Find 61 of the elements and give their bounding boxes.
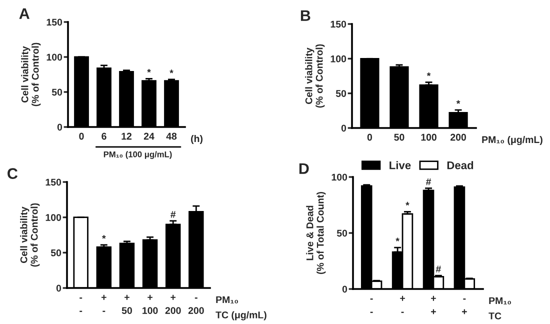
y-tick-label: 150	[46, 18, 62, 26]
x-tick-label: 50	[394, 134, 404, 141]
data-label: #	[426, 178, 432, 186]
x-tick-label: + 50	[122, 294, 132, 314]
y-tick-label: 50	[50, 249, 62, 256]
text: TC	[488, 312, 502, 320]
y-tick-label: 100	[46, 214, 62, 221]
data-label: *	[426, 72, 431, 76]
x-tick-label: + 100	[142, 294, 158, 314]
data-label: *	[396, 238, 400, 242]
y-tick-label: 0	[57, 124, 62, 131]
y-tick-label: 50	[336, 90, 346, 97]
text: PM₁₀ (100 μg/mL)	[104, 151, 172, 159]
x-tick-label: 100	[421, 134, 436, 141]
data-label: *	[406, 202, 410, 206]
x-tick-label: + 200	[165, 294, 181, 314]
y-axis-title: Live & Dead (% of Total Count)	[306, 192, 326, 274]
x-tick-label: 200	[450, 134, 466, 141]
y-tick-label: 100	[332, 174, 348, 181]
category-label: - -	[80, 298, 82, 312]
y-tick-label: 150	[46, 178, 62, 186]
text: PM₁₀	[489, 297, 511, 304]
x-tick-label: 24	[144, 132, 154, 140]
text: (h)	[191, 134, 202, 144]
y-tick-label: 0	[341, 124, 346, 132]
y-tick-label: 100	[330, 55, 346, 62]
chart-title: C	[8, 168, 18, 179]
legend-label: Dead	[447, 161, 474, 170]
data-label: #	[436, 266, 441, 272]
chart-title: B	[300, 10, 310, 21]
text: PM₁₀ (μg/mL)	[482, 136, 542, 146]
legend-label: Live	[390, 161, 411, 170]
x-tick-label: 6	[102, 132, 106, 140]
x-tick-label: - 200	[188, 298, 204, 314]
x-tick-label: 0	[79, 132, 84, 140]
data-label: *	[456, 100, 460, 104]
x-tick-label: + -	[400, 296, 405, 313]
data-label: *	[102, 235, 106, 239]
x-tick-label: + +	[431, 296, 436, 314]
x-tick-label: 0	[367, 134, 372, 141]
x-tick-label: 48	[166, 132, 177, 140]
data-label: #	[170, 211, 176, 218]
chart-title: D	[299, 163, 309, 174]
category-label: - -	[370, 298, 373, 313]
x-tick-label: + -	[101, 294, 106, 312]
y-tick-label: 0	[342, 286, 348, 293]
x-tick-label: - +	[462, 298, 467, 314]
y-tick-label: 150	[330, 20, 346, 28]
y-tick-label: 50	[52, 88, 62, 96]
text: PM₁₀	[216, 296, 238, 304]
y-axis-title: Cell viability (% of Control)	[20, 203, 40, 267]
data-label: *	[170, 70, 174, 74]
text: TC (μg/mL)	[216, 311, 266, 320]
x-tick-label: 12	[122, 132, 132, 140]
y-axis-title: Cell viability (% of Control)	[305, 44, 325, 108]
y-axis-title: Cell viability (% of Control)	[21, 42, 41, 106]
y-tick-label: 100	[46, 54, 62, 61]
chart-title: A	[19, 8, 30, 19]
y-tick-label: 0	[56, 284, 62, 292]
y-tick-label: 50	[336, 230, 348, 237]
data-label: *	[147, 68, 151, 73]
